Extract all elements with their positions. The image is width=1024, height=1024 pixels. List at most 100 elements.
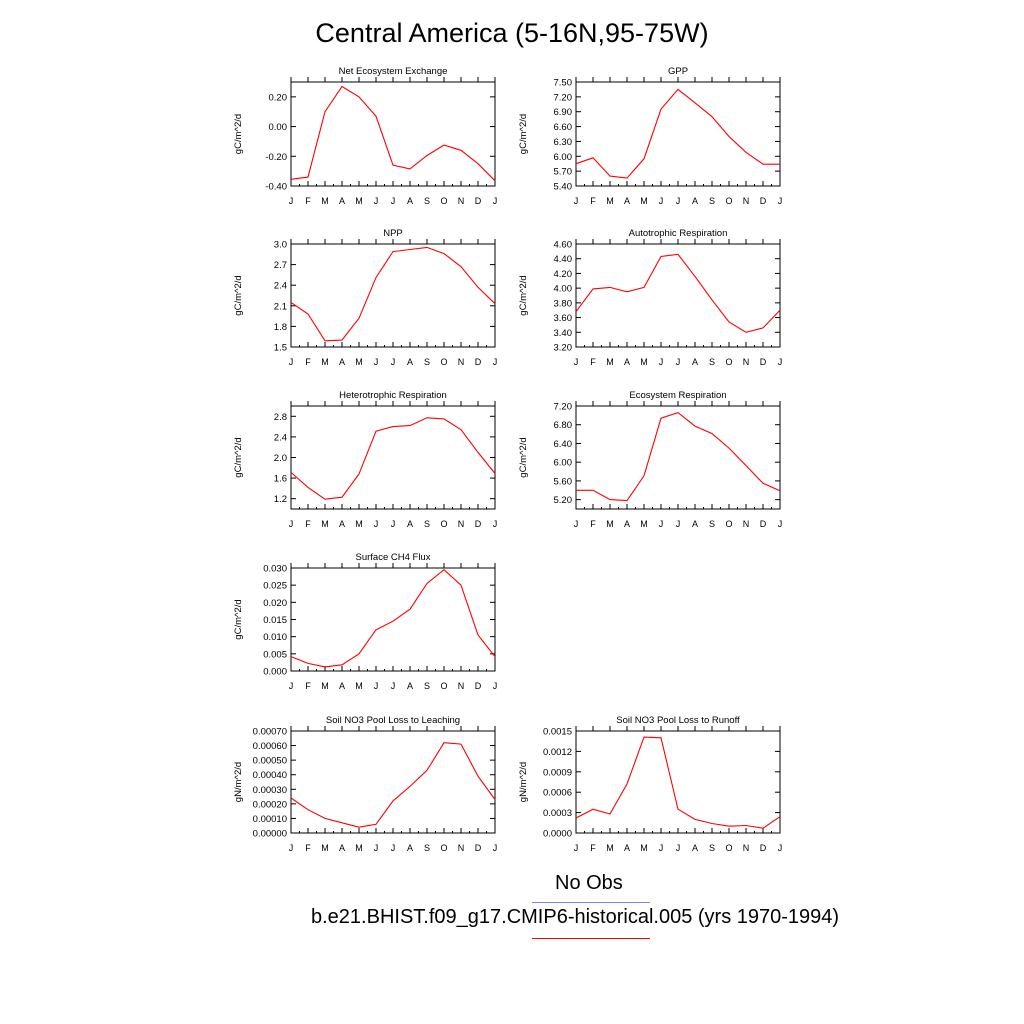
x-tick-label: S — [424, 357, 430, 367]
y-tick-label: 6.90 — [554, 107, 573, 118]
x-tick-label: J — [676, 519, 681, 529]
y-tick-label: 0.005 — [263, 649, 287, 660]
x-tick-label: M — [355, 681, 363, 691]
x-tick-label: J — [289, 357, 294, 367]
series-line — [575, 736, 781, 829]
x-tick-label: J — [391, 843, 396, 853]
y-tick-label: 0.0009 — [543, 767, 572, 778]
figure-title: Central America (5-16N,95-75W) — [315, 18, 709, 48]
x-tick-label: A — [339, 519, 345, 529]
x-tick-label: F — [305, 843, 311, 853]
legend-line-model-run — [532, 938, 650, 939]
x-tick-label: J — [391, 681, 396, 691]
x-tick-label: J — [676, 196, 681, 206]
y-axis-label: gC/m^2/d — [518, 114, 529, 154]
y-tick-label: 3.0 — [274, 240, 287, 251]
chart-panel-3: J F M A M J J A S O N D J3.02.72.42.11.81.5NPPgC/m^2… — [233, 228, 497, 367]
x-tick-label: O — [440, 843, 447, 853]
x-tick-label: A — [339, 681, 345, 691]
y-axis-label: gC/m^2/d — [518, 437, 529, 477]
x-tick-label: S — [424, 843, 430, 853]
x-tick-label: A — [407, 357, 413, 367]
x-tick-label: D — [475, 843, 482, 853]
x-tick-label: M — [640, 196, 648, 206]
chart-title: Heterotrophic Respiration — [339, 390, 447, 401]
y-tick-label: 6.60 — [554, 122, 573, 133]
plot-frame — [290, 730, 496, 834]
y-tick-label: 2.4 — [274, 281, 287, 292]
plot-frame — [290, 405, 496, 510]
x-tick-label: O — [725, 519, 732, 529]
chart-panel-8: J F M A M J J A S O N D J0.000700.000600.000500.0004… — [233, 715, 497, 853]
x-tick-label: M — [606, 196, 614, 206]
x-tick-label: M — [321, 843, 329, 853]
x-tick-label: S — [709, 519, 715, 529]
x-tick-label: J — [676, 357, 681, 367]
x-tick-label: M — [606, 843, 614, 853]
x-tick-label: O — [440, 519, 447, 529]
x-tick-label: M — [355, 196, 363, 206]
y-tick-label: 3.80 — [554, 298, 573, 309]
x-tick-label: D — [475, 519, 482, 529]
y-tick-label: 2.0 — [274, 453, 287, 464]
x-tick-label: F — [305, 196, 311, 206]
x-tick-label: D — [475, 196, 482, 206]
plot-frame — [290, 243, 496, 348]
chart-panel-4: J F M A M J J A S O N D J4.604.404.204.003.803.603.4… — [518, 228, 782, 367]
x-tick-label: S — [424, 681, 430, 691]
x-tick-label: D — [475, 357, 482, 367]
y-tick-label: 0.025 — [263, 581, 287, 592]
y-tick-label: 4.40 — [554, 254, 573, 265]
x-tick-label: A — [624, 519, 630, 529]
x-tick-label: A — [692, 519, 698, 529]
chart-title: Surface CH4 Flux — [356, 552, 431, 563]
x-tick-label: M — [321, 357, 329, 367]
x-tick-label: J — [374, 843, 379, 853]
x-tick-label: M — [321, 681, 329, 691]
series-line — [576, 411, 781, 502]
x-tick-label: M — [355, 843, 363, 853]
y-tick-label: 0.00040 — [253, 770, 287, 781]
plot-frame — [290, 81, 496, 187]
x-tick-label: J — [493, 681, 498, 691]
y-axis-label: gN/m^2/d — [518, 762, 529, 802]
x-tick-label: O — [725, 357, 732, 367]
x-tick-label: D — [760, 843, 767, 853]
chart-panel-2: J F M A M J J A S O N D J7.507.206.906.606.306.005.7… — [518, 66, 782, 206]
x-tick-label: F — [590, 843, 596, 853]
y-tick-label: 0.00 — [269, 122, 288, 133]
x-tick-label: F — [305, 681, 311, 691]
y-tick-label: 4.20 — [554, 269, 573, 280]
x-tick-label: N — [458, 843, 465, 853]
x-tick-label: S — [424, 519, 430, 529]
x-tick-label: J — [493, 196, 498, 206]
legend-label-no-obs: No Obs — [555, 872, 623, 894]
x-tick-label: N — [458, 357, 465, 367]
x-tick-label: A — [692, 196, 698, 206]
y-tick-label: 5.60 — [554, 476, 573, 487]
y-tick-label: 3.40 — [554, 328, 573, 339]
x-tick-label: F — [305, 519, 311, 529]
y-axis-label: gN/m^2/d — [233, 762, 244, 802]
x-tick-label: J — [778, 843, 783, 853]
y-tick-label: 7.50 — [554, 78, 573, 89]
y-tick-label: 2.4 — [274, 432, 287, 443]
x-tick-label: S — [424, 196, 430, 206]
y-tick-label: 4.60 — [554, 240, 573, 251]
series-line — [290, 742, 496, 828]
y-tick-label: 0.20 — [269, 92, 288, 103]
y-tick-label: 5.70 — [554, 167, 573, 178]
y-tick-label: 0.015 — [263, 615, 287, 626]
x-tick-label: A — [692, 357, 698, 367]
x-tick-label: M — [640, 357, 648, 367]
x-tick-label: F — [305, 357, 311, 367]
y-tick-label: 0.0006 — [543, 788, 572, 799]
chart-panel-6: J F M A M J J A S O N D J7.206.806.406.005.605.20Eco… — [518, 390, 782, 529]
x-tick-label: D — [760, 519, 767, 529]
x-tick-label: F — [590, 519, 596, 529]
x-tick-label: J — [493, 357, 498, 367]
x-tick-label: F — [590, 196, 596, 206]
x-tick-label: M — [606, 357, 614, 367]
y-tick-label: 0.00070 — [253, 727, 287, 738]
